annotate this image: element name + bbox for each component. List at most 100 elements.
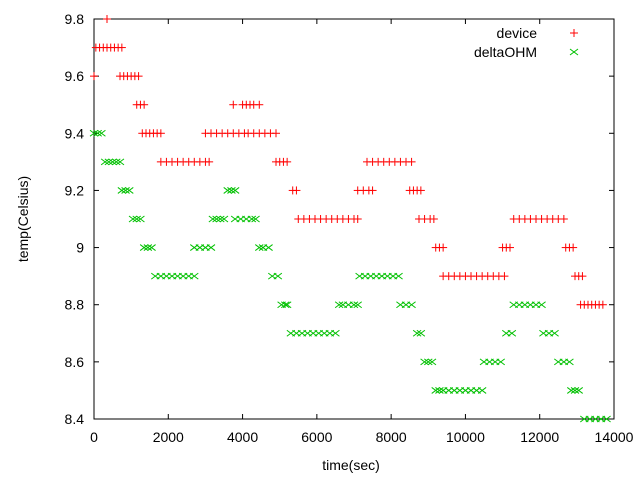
data-point [273,272,283,280]
data-point [566,387,576,394]
y-tick-label: 9.6 [65,68,85,84]
data-point [272,129,280,138]
data-point [111,158,121,166]
data-point [139,244,149,251]
y-axis: 8.4 8.6 8.8 9 9.2 9.4 9.6 9.8 [65,11,614,427]
data-point [103,15,111,23]
series-layer [89,15,611,423]
series-deltaohm [89,129,611,423]
data-point [247,215,257,223]
data-point [353,215,362,223]
data-point [602,415,611,423]
data-point [124,187,134,194]
x-tick-label: 2000 [153,429,184,445]
data-point [353,301,363,309]
data-point [427,358,437,366]
data-point [212,215,221,223]
data-point [117,187,127,194]
plot-frame [93,18,615,420]
data-point [412,329,422,337]
legend-symbol [569,48,579,56]
data-point [423,358,433,366]
data-point [368,186,377,195]
data-point [189,272,199,280]
data-point [143,244,153,251]
data-point [104,158,114,166]
data-point [570,387,580,394]
data-point [435,387,444,394]
data-point [128,215,138,223]
data-point [89,129,99,137]
x-tick-label: 6000 [301,429,332,445]
data-point [229,100,238,109]
data-point [121,187,130,194]
data-point [264,244,273,251]
y-tick-label: 9 [76,240,84,256]
data-point [550,329,559,337]
data-point [292,186,301,195]
data-point [559,215,568,223]
data-point [598,300,607,309]
data-point [280,301,290,309]
x-axis: 0 2000 4000 6000 8000 10000 12000 14000 [90,19,634,445]
y-tick-label: 8.8 [65,297,85,313]
data-point [429,215,438,223]
data-point [136,215,145,223]
data-point [208,215,218,223]
data-point [420,358,429,366]
series-device [90,15,607,309]
data-point [223,187,233,194]
data-point [134,72,143,81]
data-point [565,358,574,366]
data-point [439,243,448,252]
data-point [407,301,416,309]
data-point [537,301,546,309]
legend-marker-deltaohm [569,48,579,56]
data-point [407,157,416,166]
y-tick-label: 9.4 [65,125,85,141]
x-axis-label: time(sec) [322,457,380,473]
data-point [205,157,214,166]
x-tick-label: 10000 [446,429,485,445]
data-point [254,244,264,251]
legend-symbol [570,29,578,37]
data-point [108,158,117,166]
data-point [394,272,403,280]
data-point [227,187,236,194]
y-axis-label: temp(Celsius) [15,176,31,262]
data-point [334,301,344,309]
y-tick-label: 8.4 [65,411,85,427]
data-point [90,72,98,81]
data-point [506,243,514,252]
data-point [574,387,584,394]
data-point [282,301,292,309]
data-point [156,129,165,138]
legend-label-deltaohm: deltaOHM [474,44,537,60]
data-point [416,186,425,195]
y-tick-label: 9.2 [65,182,85,198]
legend-label-device: device [497,25,538,41]
data-point [97,129,106,137]
legend-marker-device [570,29,578,37]
y-tick-label: 9.8 [65,11,85,27]
data-point [255,100,264,109]
data-point [477,387,487,394]
data-point [115,158,125,166]
data-point [132,215,142,223]
data-point [496,358,506,366]
data-point [331,329,340,337]
x-tick-label: 8000 [376,429,407,445]
data-point [251,215,260,223]
y-tick-label: 8.6 [65,354,85,370]
data-point [507,329,517,337]
data-point [93,129,103,137]
legend: device deltaOHM [474,25,579,60]
x-tick-label: 12000 [520,429,559,445]
data-point [569,243,578,252]
x-tick-label: 14000 [595,429,634,445]
data-point [100,158,110,166]
data-point [230,187,240,194]
data-point [140,100,149,109]
data-point [283,157,292,166]
data-point [117,43,126,52]
